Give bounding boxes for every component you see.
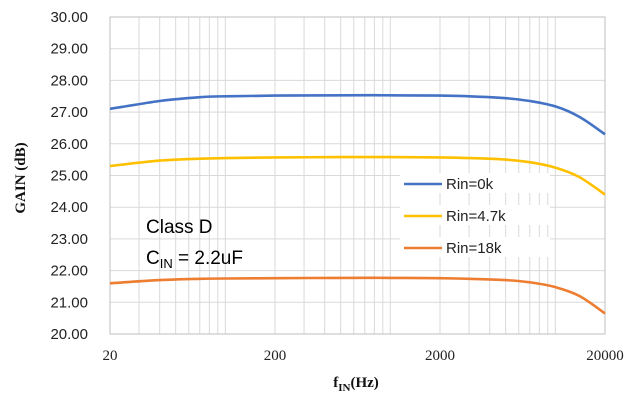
y-tick-label: 20.00 [50, 326, 88, 343]
y-axis-title: GAIN (dB) [13, 142, 29, 213]
plot-border [109, 16, 606, 335]
legend-label: Rin=4.7k [446, 208, 506, 225]
annotation-cin: CIN = 2.2uF [146, 248, 243, 271]
x-tick-label: 2000 [425, 348, 455, 364]
y-tick-label: 28.00 [50, 72, 88, 89]
legend-bg [400, 237, 550, 257]
legend-bg [400, 173, 550, 193]
y-axis-ticks: 20.00 21.00 22.00 23.00 24.00 25.00 26.00 27.00… [50, 9, 88, 343]
y-tick-label: 27.00 [50, 104, 88, 121]
annotation-class-d: Class D [146, 217, 213, 238]
y-tick-label: 21.00 [50, 294, 88, 311]
x-tick-label: 20 [103, 348, 118, 364]
x-tick-label: 200 [264, 348, 287, 364]
x-axis-ticks: 20 200 2000 20000 [103, 348, 624, 364]
series-lines [109, 93, 606, 315]
y-tick-label: 29.00 [50, 41, 88, 58]
x-axis-title: fIN(Hz) [333, 375, 379, 394]
y-tick-label: 30.00 [50, 9, 88, 26]
y-tick-label: 26.00 [50, 136, 88, 153]
legend-label: Rin=0k [446, 176, 494, 193]
series-line [109, 276, 606, 315]
x-tick-label: 20000 [586, 348, 624, 364]
y-tick-label: 23.00 [50, 231, 88, 248]
series-line [109, 93, 606, 136]
y-tick-label: 25.00 [50, 168, 88, 185]
legend: Rin=0k Rin=4.7k Rin=18k [400, 173, 550, 257]
y-tick-label: 24.00 [50, 199, 88, 216]
legend-label: Rin=18k [446, 240, 502, 257]
legend-bg [400, 205, 550, 225]
series-line [109, 155, 606, 196]
y-tick-label: 22.00 [50, 263, 88, 280]
